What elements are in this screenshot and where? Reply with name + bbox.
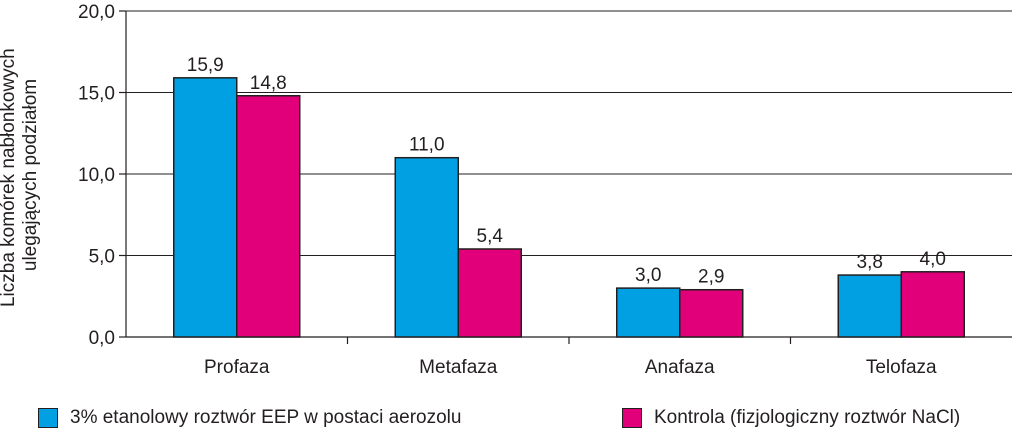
labels: 0,0 5,0 10,0 15,0 20,0 15,9 14,8 Profaza 11,0 5,4…	[78, 2, 946, 378]
y-axis-label-line-2: ulegających podziałom	[20, 79, 41, 271]
data-label: 4,0	[920, 249, 946, 270]
data-label: 3,8	[857, 252, 883, 273]
category-label-profaza: Profaza	[204, 357, 270, 378]
legend-item-eep: 3% etanolowy roztwór EEP w postaci aeroz…	[38, 407, 461, 429]
legend-label-control: Kontrola (fizjologiczny roztwór NaCl)	[654, 407, 961, 428]
bar-eep-profaza	[173, 77, 238, 338]
bar-eep-metafaza	[394, 156, 459, 338]
y-tick-label: 5,0	[89, 247, 115, 268]
legend-item-control: Kontrola (fizjologiczny roztwór NaCl)	[622, 407, 960, 429]
category-label-metafaza: Metafaza	[419, 357, 498, 378]
bar-eep-anafaza	[616, 287, 681, 338]
legend-swatch-control	[622, 408, 642, 428]
y-tick-label: 15,0	[78, 84, 115, 105]
data-label: 11,0	[409, 135, 445, 156]
y-tick-label: 0,0	[89, 328, 115, 349]
legend-swatch-eep	[38, 408, 58, 428]
y-tick-label: 20,0	[78, 2, 115, 23]
chart: 0,0 5,0 10,0 15,0 20,0 15,9 14,8 Profaza 11,0 5,4…	[0, 2, 1012, 378]
bar-control-telofaza	[900, 271, 965, 338]
bars	[173, 77, 965, 338]
bar-eep-telofaza	[837, 274, 902, 338]
y-axis-label-line-1: Liczba komórek nabłonkowych	[0, 48, 19, 307]
y-axis-label: Liczba komórek nabłonkowych ulegających …	[0, 43, 41, 307]
legend: 3% etanolowy roztwór EEP w postaci aeroz…	[38, 407, 1024, 437]
bar-control-anafaza	[679, 288, 744, 338]
category-label-telofaza: Telofaza	[866, 357, 937, 378]
data-label: 3,0	[635, 265, 661, 286]
data-label: 5,4	[477, 226, 504, 247]
data-label: 2,9	[698, 267, 724, 288]
data-label: 14,8	[250, 73, 287, 94]
bar-control-profaza	[236, 95, 301, 338]
y-tick-label: 10,0	[78, 165, 115, 186]
category-label-anafaza: Anafaza	[645, 357, 715, 378]
data-label: 15,9	[187, 55, 224, 76]
bar-control-metafaza	[457, 248, 522, 338]
legend-label-eep: 3% etanolowy roztwór EEP w postaci aeroz…	[70, 407, 462, 428]
